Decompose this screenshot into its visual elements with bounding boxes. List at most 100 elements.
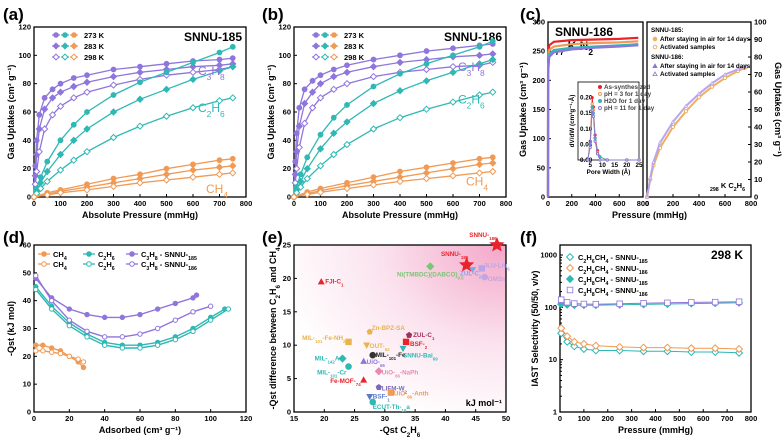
data-point-c3h8 (189, 68, 197, 77)
data-point-c3h8 (49, 86, 56, 93)
y-tick-label: 300 (532, 18, 545, 27)
data-point-ch4 (476, 155, 483, 162)
y-axis-label: -Qst difference between C2H6 and CH4 (268, 247, 282, 410)
data-point-c2h6 (396, 113, 404, 122)
data-point-c2h6 (136, 95, 144, 103)
series-line-c3h8 (293, 53, 493, 198)
y-tick-label: 1 (553, 408, 557, 417)
selectivity-point (557, 296, 565, 303)
data-point-c3h8 (110, 66, 117, 73)
legend-marker (312, 53, 320, 61)
gas-label-c3h8: C3H8 (198, 64, 225, 82)
panel-label: (a) (3, 5, 24, 24)
qst-point (66, 353, 73, 360)
data-point-c2h6 (110, 92, 117, 98)
series-line-ch4 (33, 165, 233, 198)
data-point-ch4 (229, 162, 237, 170)
c2h6-point (709, 80, 715, 85)
scatter-point (481, 273, 489, 281)
inset-point (590, 102, 594, 106)
y-right-tick-label: 60 (754, 88, 762, 97)
x-tick-label: 40 (100, 414, 108, 423)
data-point-ch4 (450, 160, 456, 166)
y-tick-label: 60 (23, 108, 31, 117)
legend-label: C2H6 (98, 260, 115, 272)
x-tick-label: 0 (292, 199, 296, 208)
data-point-c3h8 (422, 65, 431, 74)
x-tick-label: 40 (441, 414, 449, 423)
inset-point (590, 108, 594, 112)
x-tick-label: 700 (213, 199, 226, 208)
data-point-ch4 (189, 166, 197, 174)
data-point-c2h6 (189, 104, 197, 112)
qst-point (101, 314, 108, 321)
qst-line (35, 289, 229, 349)
data-point-c3h8 (330, 85, 338, 94)
selectivity-point (711, 298, 719, 306)
data-point-c2h6 (450, 52, 456, 59)
data-point-c2h6 (137, 79, 143, 86)
scatter-point (338, 354, 347, 363)
y-tick-label: 80 (283, 79, 291, 88)
data-point-c3h8 (163, 60, 170, 67)
x-tick-label: 20 (320, 414, 328, 423)
selectivity-point (688, 299, 695, 306)
y-axis-label: Gas Uptakes (cm³ g⁻¹) (518, 62, 528, 157)
data-point-c2h6 (475, 60, 484, 68)
scatter-point (374, 367, 383, 376)
data-point-c3h8 (56, 102, 65, 111)
x-tick-label: 200 (667, 199, 680, 208)
data-point-c3h8 (56, 88, 65, 96)
data-point-c3h8 (109, 72, 118, 81)
qst-point (119, 345, 126, 351)
scatter-label: Ni(TMBDC)(DABCO)0.5 (397, 271, 464, 280)
data-point-c2h6 (396, 87, 404, 95)
x-tick-label: 400 (693, 199, 706, 208)
y-tick-label: 30 (23, 324, 31, 333)
legend-marker (321, 53, 329, 61)
inset-x-tick-label: 20 (623, 162, 631, 169)
data-point-ch4 (475, 160, 484, 169)
data-point-ch4 (109, 182, 118, 191)
qst-line (35, 286, 226, 346)
selectivity-point (615, 342, 624, 352)
scatter-label: SNNU-186 (469, 232, 497, 241)
data-point-ch4 (163, 165, 170, 172)
legend-marker (86, 261, 92, 267)
data-point-c3h8 (41, 94, 48, 101)
x-axis-label: Pressure (mmHg) (612, 210, 687, 220)
data-point-ch4 (369, 181, 378, 189)
data-point-ch4 (190, 161, 196, 168)
legend-marker (330, 42, 338, 50)
series-line-c3h8 (33, 66, 233, 198)
qst-point (137, 311, 143, 318)
y-right-tick-label: 50 (754, 105, 762, 114)
inset-x-tick-label: 10 (599, 162, 607, 169)
inset-legend-marker (598, 106, 602, 110)
scatter-point (399, 345, 407, 353)
scatter-label: JLU-Liu6 (484, 262, 510, 271)
data-point-c2h6 (83, 147, 91, 156)
qst-point (190, 328, 196, 334)
y-tick-label: 100 (544, 303, 557, 312)
data-point-c3h8 (370, 56, 377, 63)
qst-point (190, 309, 196, 315)
y-tick-label: 200 (532, 76, 545, 85)
data-point-ch4 (43, 191, 51, 199)
qst-point (66, 306, 73, 312)
legend-marker (52, 53, 60, 61)
series-line-ch4 (293, 170, 493, 198)
qst-point (80, 364, 87, 371)
series-line-c2h6 (293, 58, 493, 198)
scatter-point (363, 342, 371, 349)
legend-label: CH4 (53, 250, 67, 262)
data-point-c2h6 (109, 108, 118, 116)
y-axis-label-right: Gas Uptakes (cm³ g⁻¹) (773, 62, 783, 157)
x-tick-label: 35 (411, 414, 419, 423)
c2h6-point (683, 109, 689, 114)
qst-point (33, 342, 39, 348)
y-tick-label: 40 (23, 296, 31, 305)
scatter-label: MIL-101-Fe-NH2 (302, 335, 346, 344)
y-axis-label: Gas Uptakes (cm³ g⁻¹) (266, 65, 276, 160)
x-tick-label: 600 (719, 199, 732, 208)
